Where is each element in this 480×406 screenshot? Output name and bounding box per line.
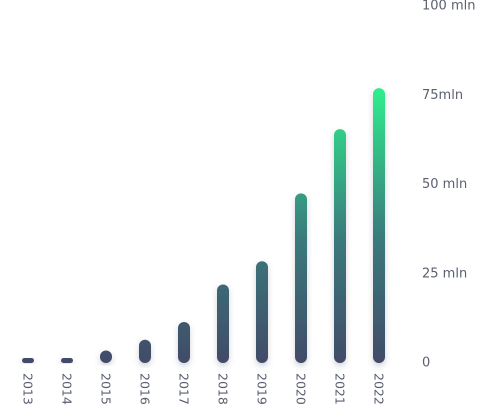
x-tick-label: 2015 (99, 373, 114, 405)
x-tick-label: 2022 (372, 373, 387, 405)
bar-2019 (256, 261, 268, 363)
bars-group (22, 88, 385, 364)
x-tick-label: 2013 (21, 373, 36, 405)
y-tick-label: 75mln (422, 88, 463, 103)
bar-2022 (373, 88, 385, 364)
bar-2016 (139, 339, 151, 363)
y-tick-label: 25 mln (422, 266, 467, 281)
x-tick-label: 2016 (138, 373, 153, 405)
bar-2020 (295, 193, 307, 363)
x-tick-label: 2018 (216, 373, 231, 405)
y-tick-label: 100 mln (422, 0, 475, 14)
y-tick-label: 50 mln (422, 177, 467, 192)
x-tick-label: 2021 (333, 373, 348, 405)
x-tick-label: 2014 (60, 373, 75, 405)
bar-2015 (100, 350, 112, 363)
bar-2018 (217, 284, 229, 363)
bar-2017 (178, 321, 190, 363)
y-axis-ticks: 0 25 mln 50 mln 75mln 100 mln (422, 0, 475, 371)
bar-2021 (334, 129, 346, 363)
bar-2014 (61, 358, 73, 363)
y-tick-label: 0 (422, 356, 430, 371)
x-tick-label: 2017 (177, 373, 192, 405)
x-tick-label: 2019 (255, 373, 270, 405)
bar-2013 (22, 358, 34, 363)
x-tick-label: 2020 (294, 373, 309, 405)
x-axis-ticks: 2013 2014 2015 2016 2017 2018 2019 2020 2021 2022 (21, 373, 387, 405)
